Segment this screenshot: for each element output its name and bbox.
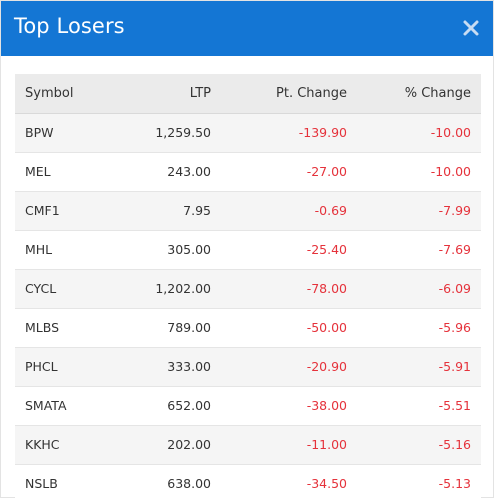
cell-pct-change: -5.91 (347, 347, 481, 387)
cell-pct-change: -6.09 (347, 269, 481, 309)
cell-pct-change: -7.99 (347, 191, 481, 231)
cell-pt-change: -38.00 (213, 386, 347, 426)
table-row[interactable]: KKHC 202.00 -11.00 -5.16 (15, 425, 481, 465)
cell-pt-change: -11.00 (213, 425, 347, 465)
cell-symbol[interactable]: KKHC (15, 425, 125, 465)
table-header-row: Symbol LTP Pt. Change % Change (15, 74, 481, 114)
cell-ltp: 7.95 (125, 191, 213, 231)
table-row[interactable]: CYCL 1,202.00 -78.00 -6.09 (15, 269, 481, 309)
cell-ltp: 305.00 (125, 230, 213, 270)
column-header-symbol[interactable]: Symbol (15, 74, 125, 114)
table-row[interactable]: MEL 243.00 -27.00 -10.00 (15, 152, 481, 192)
column-header-ltp[interactable]: LTP (125, 74, 213, 114)
table-row[interactable]: CMF1 7.95 -0.69 -7.99 (15, 191, 481, 231)
table-row[interactable]: NSLB 638.00 -34.50 -5.13 (15, 464, 481, 498)
cell-pct-change: -10.00 (347, 152, 481, 192)
cell-symbol[interactable]: CMF1 (15, 191, 125, 231)
cell-pt-change: -50.00 (213, 308, 347, 348)
cell-ltp: 1,259.50 (125, 113, 213, 153)
cell-ltp: 1,202.00 (125, 269, 213, 309)
cell-symbol[interactable]: CYCL (15, 269, 125, 309)
cell-symbol[interactable]: MEL (15, 152, 125, 192)
column-header-pt-change[interactable]: Pt. Change (213, 74, 347, 114)
cell-symbol[interactable]: MLBS (15, 308, 125, 348)
cell-pct-change: -7.69 (347, 230, 481, 270)
cell-pt-change: -27.00 (213, 152, 347, 192)
table-row[interactable]: BPW 1,259.50 -139.90 -10.00 (15, 113, 481, 153)
cell-ltp: 333.00 (125, 347, 213, 387)
cell-pt-change: -139.90 (213, 113, 347, 153)
table-row[interactable]: MHL 305.00 -25.40 -7.69 (15, 230, 481, 270)
close-button[interactable] (461, 18, 481, 38)
cell-ltp: 652.00 (125, 386, 213, 426)
cell-symbol[interactable]: PHCL (15, 347, 125, 387)
close-icon (463, 20, 479, 36)
cell-pct-change: -10.00 (347, 113, 481, 153)
losers-table: Symbol LTP Pt. Change % Change BPW 1,259… (15, 74, 481, 498)
cell-symbol[interactable]: SMATA (15, 386, 125, 426)
cell-pt-change: -78.00 (213, 269, 347, 309)
cell-symbol[interactable]: NSLB (15, 464, 125, 498)
cell-ltp: 202.00 (125, 425, 213, 465)
cell-pt-change: -34.50 (213, 464, 347, 498)
cell-symbol[interactable]: MHL (15, 230, 125, 270)
losers-table-container: Symbol LTP Pt. Change % Change BPW 1,259… (15, 74, 481, 498)
cell-ltp: 789.00 (125, 308, 213, 348)
cell-pct-change: -5.51 (347, 386, 481, 426)
cell-pct-change: -5.16 (347, 425, 481, 465)
cell-pt-change: -25.40 (213, 230, 347, 270)
cell-pt-change: -20.90 (213, 347, 347, 387)
cell-ltp: 638.00 (125, 464, 213, 498)
cell-ltp: 243.00 (125, 152, 213, 192)
modal-title: Top Losers (14, 14, 125, 38)
modal-header: Top Losers (1, 1, 493, 56)
cell-symbol[interactable]: BPW (15, 113, 125, 153)
column-header-pct-change[interactable]: % Change (347, 74, 481, 114)
table-row[interactable]: SMATA 652.00 -38.00 -5.51 (15, 386, 481, 426)
table-row[interactable]: PHCL 333.00 -20.90 -5.91 (15, 347, 481, 387)
cell-pt-change: -0.69 (213, 191, 347, 231)
table-row[interactable]: MLBS 789.00 -50.00 -5.96 (15, 308, 481, 348)
table-body: BPW 1,259.50 -139.90 -10.00 MEL 243.00 -… (15, 113, 481, 498)
cell-pct-change: -5.13 (347, 464, 481, 498)
cell-pct-change: -5.96 (347, 308, 481, 348)
